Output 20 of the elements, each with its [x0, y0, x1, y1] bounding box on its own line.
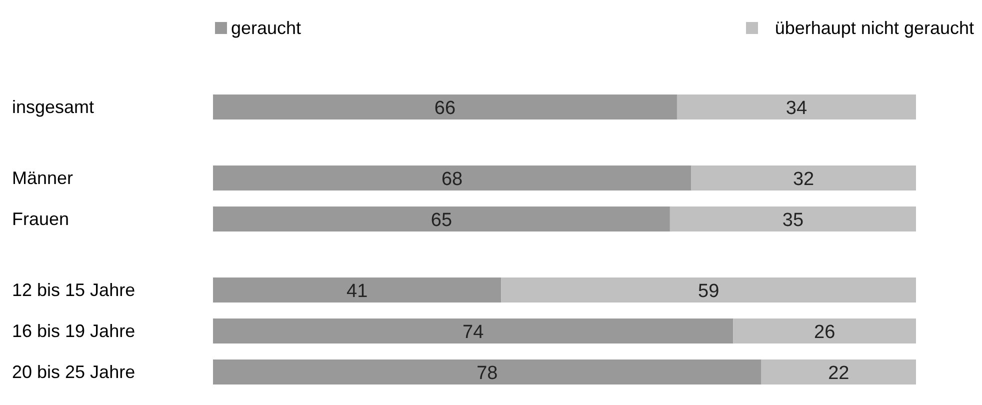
data-label: 26: [814, 322, 836, 343]
y-tick-label: Frauen: [12, 209, 70, 229]
y-tick-label: Männer: [12, 168, 74, 188]
data-label: 41: [346, 281, 368, 302]
data-label: 59: [698, 281, 720, 302]
data-label: 65: [430, 210, 452, 231]
y-tick-label: 20 bis 25 Jahre: [12, 362, 136, 382]
legend-label: überhaupt nicht geraucht: [774, 18, 974, 38]
data-label: 34: [786, 98, 808, 119]
y-tick-label: insgesamt: [12, 97, 94, 117]
data-label: 32: [792, 169, 814, 190]
data-label: 78: [476, 363, 498, 384]
y-tick-label: 12 bis 15 Jahre: [12, 280, 136, 300]
data-label: 68: [441, 169, 463, 190]
data-label: 35: [782, 210, 804, 231]
data-label: 74: [462, 322, 484, 343]
data-label: 66: [434, 98, 456, 119]
y-tick-label: 16 bis 19 Jahre: [12, 321, 136, 341]
data-label: 22: [828, 363, 850, 384]
legend-label: geraucht: [231, 18, 302, 38]
